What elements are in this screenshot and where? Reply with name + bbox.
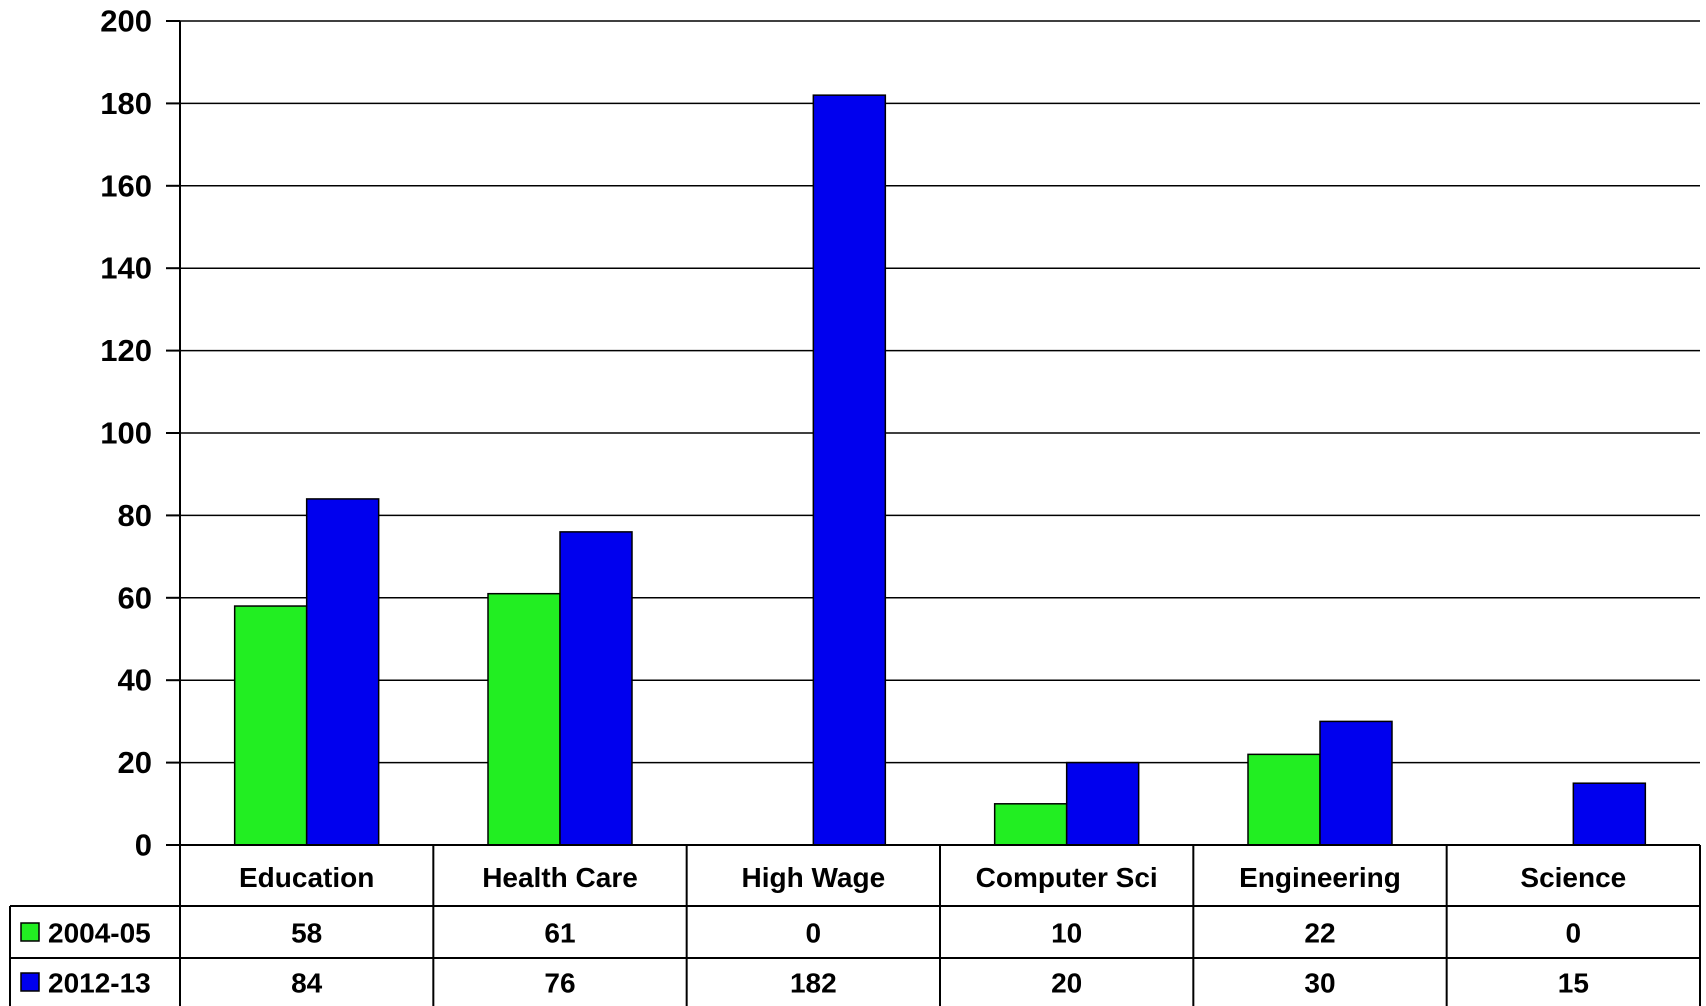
value-2004-05-high-wage: 0 [806, 918, 822, 949]
value-2004-05-computer-sci: 10 [1051, 918, 1082, 949]
bar-2012-13-high-wage [812, 94, 887, 846]
bar-2004-05-engineering [1247, 753, 1321, 846]
bar-2012-13-science [1572, 782, 1647, 846]
category-label-high-wage: High Wage [742, 862, 886, 893]
bar-2012-13-health-care [559, 531, 633, 846]
y-tick-label-140: 140 [100, 251, 152, 286]
bar-2004-05-health-care [487, 592, 561, 846]
series-label-2012-13: 2012-13 [48, 968, 151, 999]
value-2012-13-education: 84 [291, 968, 323, 999]
category-label-education: Education [239, 862, 374, 893]
bar-2012-13-engineering [1319, 720, 1393, 846]
bar-2012-13-computer-sci [1065, 761, 1140, 846]
y-tick-label-0: 0 [135, 828, 152, 863]
value-2004-05-health-care: 61 [544, 918, 575, 949]
category-label-health-care: Health Care [482, 862, 638, 893]
value-2012-13-health-care: 76 [544, 968, 575, 999]
series-label-2004-05: 2004-05 [48, 918, 151, 949]
value-2004-05-education: 58 [291, 918, 322, 949]
bars [233, 94, 1647, 846]
gridlines [180, 20, 1700, 764]
legend-swatch-2004-05 [20, 922, 40, 942]
legend-swatch-2012-13 [20, 972, 40, 992]
bar-2012-13-education [305, 498, 380, 846]
data-table: Education Health Care High Wage Computer Sc… [9, 845, 1701, 1006]
y-tick-label-200: 200 [100, 4, 152, 39]
y-tick-label-100: 100 [100, 416, 152, 451]
value-2012-13-computer-sci: 20 [1051, 968, 1082, 999]
y-tick-label-180: 180 [100, 86, 152, 121]
bar-2004-05-computer-sci [993, 803, 1068, 846]
y-tick-label-40: 40 [118, 663, 152, 698]
y-tick-label-160: 160 [100, 168, 152, 203]
value-2012-13-science: 15 [1558, 968, 1589, 999]
y-tick-label-20: 20 [118, 745, 152, 780]
value-2004-05-science: 0 [1566, 918, 1582, 949]
category-label-engineering: Engineering [1239, 862, 1401, 893]
value-2012-13-engineering: 30 [1304, 968, 1335, 999]
y-tick-label-120: 120 [100, 333, 152, 368]
y-tick-label-80: 80 [118, 498, 152, 533]
value-2004-05-engineering: 22 [1304, 918, 1335, 949]
category-label-computer-sci: Computer Sci [976, 862, 1158, 893]
category-label-science: Science [1520, 862, 1626, 893]
value-2012-13-high-wage: 182 [790, 968, 837, 999]
y-tick-label-60: 60 [118, 580, 152, 615]
bar-2004-05-education [233, 605, 308, 846]
